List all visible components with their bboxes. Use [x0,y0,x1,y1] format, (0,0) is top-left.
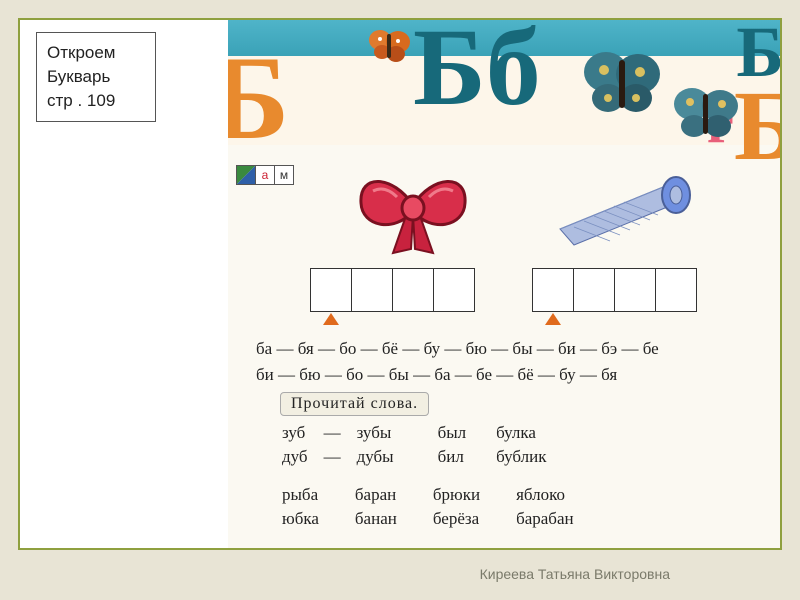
banner-main-letters: Бб [413,20,541,122]
word-cell: булка [482,422,560,444]
table-row: юбка банан берёза барабан [282,508,588,530]
corner-letter-left: Б [228,38,289,158]
word-cell: бил [410,446,481,468]
word-cell: — [324,446,355,468]
letter-cell [310,268,352,312]
words-block: зуб — зубы был булка дуб — дубы бил бубл… [280,420,760,532]
author-credit: Киреева Татьяна Викторовна [480,566,670,582]
word-cell: брюки [413,484,494,506]
word-cell: был [410,422,481,444]
arrow-up-icon [545,313,561,325]
word-boxes-row [228,268,780,312]
paper-roll-illustration [550,171,700,251]
table-row: дуб — дубы бил бублик [282,446,561,468]
butterfly-icon [368,26,412,64]
boxes-group-left [311,268,475,312]
word-cell: юбка [282,508,333,530]
slide: Откроем Букварь стр . 109 Б Бб Б г Б [0,0,800,600]
illustration-row [228,165,780,260]
butterfly-icon [672,84,740,142]
word-cell: баран [335,484,411,506]
bow-illustration [353,165,473,257]
word-cell: — [324,422,355,444]
word-cell: берёза [413,508,494,530]
instruction-textbox: Откроем Букварь стр . 109 [36,32,156,122]
table-row: рыба баран брюки яблоко [282,484,588,506]
syllable-line-1: ба — бя — бо — бё — бу — бю — бы — би — … [256,336,760,362]
butterfly-icon [582,48,662,118]
word-cell: зубы [357,422,408,444]
syllable-line-2: би — бю — бо — бы — ба — бе — бё — бу — … [256,362,760,388]
letter-cell [532,268,574,312]
table-row: зуб — зубы был булка [282,422,561,444]
word-cell: бублик [482,446,560,468]
letter-cell [655,268,697,312]
primer-page: Б Бб Б г Б [228,20,780,548]
words-table-2: рыба баран брюки яблоко юбка банан берёз… [280,482,590,532]
letter-banner: Б Бб Б г Б [228,20,780,145]
boxes-group-right [533,268,697,312]
syllable-lines: ба — бя — бо — бё — бу — бю — бы — би — … [256,336,760,387]
letter-boxes [311,268,475,312]
read-words-header: Прочитай слова. [280,392,429,416]
letter-cell [351,268,393,312]
letter-cell [433,268,475,312]
textbox-line: Букварь [47,65,145,89]
slide-frame: Откроем Букварь стр . 109 Б Бб Б г Б [18,18,782,550]
word-cell: яблоко [496,484,588,506]
arrow-up-icon [323,313,339,325]
corner-letter-bottom-right: Б [734,76,780,176]
word-cell: банан [335,508,411,530]
word-cell: дуб [282,446,322,468]
textbox-line: Откроем [47,41,145,65]
word-cell: дубы [357,446,408,468]
words-table-1: зуб — зубы был булка дуб — дубы бил бубл… [280,420,563,482]
letter-cell [573,268,615,312]
word-cell: рыба [282,484,333,506]
word-cell: зуб [282,422,322,444]
letter-boxes [533,268,697,312]
letter-cell [614,268,656,312]
word-cell: барабан [496,508,588,530]
letter-cell [392,268,434,312]
textbox-line: стр . 109 [47,89,145,113]
